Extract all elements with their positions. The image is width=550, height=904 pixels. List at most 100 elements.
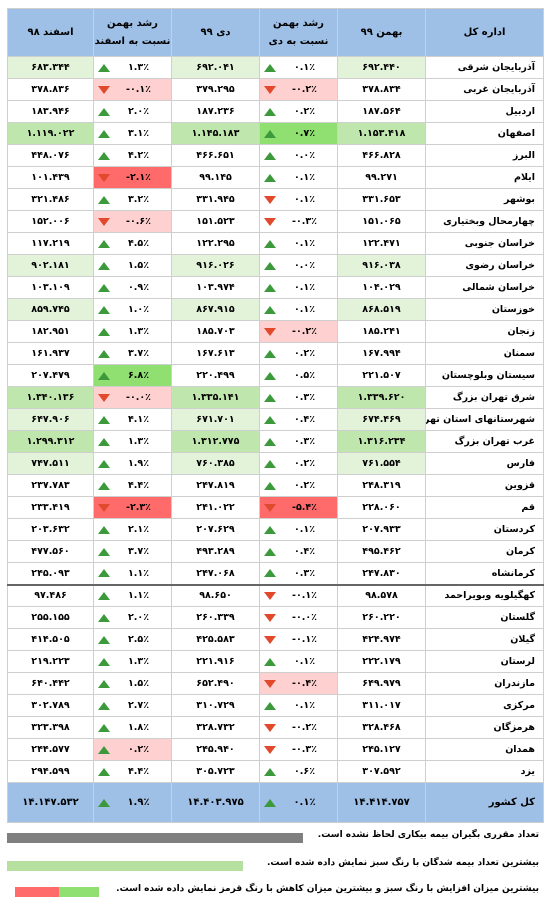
- row-growth-dey: ۰.۲٪: [259, 342, 338, 365]
- down-arrow-icon: [98, 393, 110, 402]
- up-arrow-icon: [98, 591, 110, 600]
- row-region-name: گلستان: [425, 606, 544, 629]
- total-growth-esfand-value: ۱.۹٪: [127, 797, 150, 808]
- up-arrow-icon: [264, 437, 276, 446]
- row-growth-esfand: ۳.۱٪: [93, 122, 172, 145]
- row-growth-esfand: -۲.۱٪: [93, 166, 172, 189]
- row-growth-esfand-value: ۲.۵٪: [127, 634, 149, 645]
- row-growth-dey: ۰.۲٪: [259, 100, 338, 123]
- row-dey99: ۶۵۲.۴۹۰: [171, 672, 260, 695]
- row-growth-dey-value: ۰.۴٪: [293, 414, 315, 425]
- row-growth-dey: ۰.۴٪: [259, 408, 338, 431]
- row-growth-esfand-value: ۱.۱٪: [127, 567, 149, 579]
- table-row: لرستان ۲۲۲.۱۷۹ ۰.۱٪ ۲۲۱.۹۱۶ ۱.۳٪ ۲۱۹.۲۲۳: [7, 650, 544, 673]
- row-dey99: ۴۹۳.۲۸۹: [171, 540, 260, 563]
- row-growth-esfand-value: ۱.۳٪: [127, 326, 149, 337]
- row-growth-dey-value: ۰.۰٪: [293, 260, 315, 271]
- up-arrow-icon: [98, 767, 110, 776]
- up-arrow-icon: [264, 459, 276, 468]
- row-growth-esfand: ۴.۵٪: [93, 232, 172, 255]
- up-arrow-icon: [98, 305, 110, 314]
- row-esfand98: ۱۶۱.۹۳۷: [7, 342, 94, 365]
- row-bahman99: ۹۱۶.۰۳۸: [337, 254, 426, 277]
- legend-green-swatch: [7, 861, 243, 871]
- up-arrow-icon: [264, 151, 276, 160]
- row-growth-dey-value: -۰.۳٪: [292, 216, 317, 227]
- row-growth-dey: ۰.۲٪: [259, 452, 338, 475]
- row-region-name: هرمزگان: [425, 716, 544, 739]
- row-region-name: گیلان: [425, 628, 544, 651]
- row-esfand98: ۲۰۷.۴۷۹: [7, 364, 94, 387]
- table-row: خراسان جنوبی ۱۲۲.۴۷۱ ۰.۱٪ ۱۲۲.۲۹۵ ۴.۵٪ ۱۱۷.۲۱…: [7, 232, 544, 255]
- row-growth-dey: -۰.۲٪: [259, 716, 338, 739]
- table-row: گلستان ۲۶۰.۲۲۰ -۰.۰٪ ۲۶۰.۳۳۹ ۲.۰٪ ۲۵۵.۱۵۵: [7, 606, 544, 629]
- header-growth-esfand: رشد بهمن نسبت به اسفند: [93, 8, 172, 57]
- row-growth-dey-value: -۵.۴٪: [292, 502, 317, 513]
- row-bahman99: ۶۹۲.۴۴۰: [337, 56, 426, 79]
- up-arrow-icon: [98, 723, 110, 732]
- up-arrow-icon: [264, 305, 276, 314]
- row-growth-esfand: ۱.۵٪: [93, 254, 172, 277]
- row-dey99: ۳۳۱.۹۴۵: [171, 188, 260, 211]
- total-dey99: ۱۴.۴۰۳.۹۷۵: [171, 782, 260, 823]
- row-growth-dey: -۰.۲٪: [259, 320, 338, 343]
- row-dey99: ۸۶۷.۹۱۵: [171, 298, 260, 321]
- up-arrow-icon: [98, 239, 110, 248]
- up-arrow-icon: [264, 371, 276, 380]
- row-growth-dey: ۰.۱٪: [259, 232, 338, 255]
- up-arrow-icon: [98, 798, 110, 807]
- legend-red-green-text: بیشترین میزان افزایش با رنگ سبز و بیشتری…: [116, 884, 539, 894]
- row-growth-esfand-value: ۴.۵٪: [127, 238, 149, 249]
- row-growth-dey-value: ۰.۴٪: [293, 546, 315, 557]
- up-arrow-icon: [264, 767, 276, 776]
- row-esfand98: ۳۲۳.۳۹۸: [7, 716, 94, 739]
- down-arrow-icon: [264, 745, 276, 754]
- row-growth-dey: ۰.۲٪: [259, 474, 338, 497]
- table-row: البرز ۴۶۶.۸۲۸ ۰.۰٪ ۴۶۶.۶۵۱ ۴.۲٪ ۴۴۸.۰۷۶: [7, 144, 544, 167]
- row-growth-dey-value: ۰.۱٪: [293, 282, 315, 293]
- row-growth-dey-value: ۰.۱٪: [293, 62, 315, 73]
- row-esfand98: ۲۹۴.۵۹۹: [7, 760, 94, 783]
- row-region-name: زنجان: [425, 320, 544, 343]
- row-dey99: ۱۶۷.۶۱۳: [171, 342, 260, 365]
- row-dey99: ۲۴۷.۸۱۹: [171, 474, 260, 497]
- row-dey99: ۴۶۶.۶۵۱: [171, 144, 260, 167]
- up-arrow-icon: [98, 547, 110, 556]
- row-growth-esfand: ۱.۱٪: [93, 562, 172, 585]
- row-dey99: ۱.۱۴۵.۱۸۳: [171, 122, 260, 145]
- up-arrow-icon: [98, 151, 110, 160]
- row-dey99: ۳۱۰.۷۲۹: [171, 694, 260, 717]
- table-row: شرق تهران بزرگ ۱.۳۳۹.۶۲۰ ۰.۳٪ ۱.۳۳۵.۱۴۱ -۰.۰…: [7, 386, 544, 409]
- row-growth-dey-value: ۰.۱٪: [293, 194, 315, 205]
- row-bahman99: ۱۰۴.۰۲۹: [337, 276, 426, 299]
- row-esfand98: ۹۰۲.۱۸۱: [7, 254, 94, 277]
- row-dey99: ۹۹.۱۴۵: [171, 166, 260, 189]
- row-growth-dey: ۰.۱٪: [259, 298, 338, 321]
- row-growth-esfand: ۴.۲٪: [93, 144, 172, 167]
- row-esfand98: ۲۵۵.۱۵۵: [7, 606, 94, 629]
- row-dey99: ۹۱۶.۰۲۶: [171, 254, 260, 277]
- table-row: خوزستان ۸۶۸.۵۱۹ ۰.۱٪ ۸۶۷.۹۱۵ ۱.۰٪ ۸۵۹.۷۴۵: [7, 298, 544, 321]
- up-arrow-icon: [98, 745, 110, 754]
- row-dey99: ۲۶۰.۳۳۹: [171, 606, 260, 629]
- row-bahman99: ۳۷۸.۸۳۴: [337, 78, 426, 101]
- row-esfand98: ۱۵۲.۰۰۶: [7, 210, 94, 233]
- down-arrow-icon: [264, 723, 276, 732]
- down-arrow-icon: [264, 635, 276, 644]
- row-growth-dey: -۰.۲٪: [259, 78, 338, 101]
- row-growth-dey: ۰.۱٪: [259, 166, 338, 189]
- row-esfand98: ۱۸۲.۹۵۱: [7, 320, 94, 343]
- row-growth-dey-value: ۰.۱٪: [293, 172, 315, 183]
- up-arrow-icon: [264, 481, 276, 490]
- row-bahman99: ۲۲۸.۰۶۰: [337, 496, 426, 519]
- total-esfand98: ۱۴.۱۴۷.۵۳۲: [7, 782, 94, 823]
- row-bahman99: ۶۴۹.۹۷۹: [337, 672, 426, 695]
- up-arrow-icon: [98, 569, 110, 578]
- row-dey99: ۶۹۲.۰۴۱: [171, 56, 260, 79]
- row-esfand98: ۳۰۲.۷۸۹: [7, 694, 94, 717]
- up-arrow-icon: [264, 283, 276, 292]
- row-esfand98: ۲۳۷.۷۸۳: [7, 474, 94, 497]
- row-region-name: کرمان: [425, 540, 544, 563]
- row-esfand98: ۷۴۷.۵۱۱: [7, 452, 94, 475]
- row-dey99: ۲۰۷.۶۲۹: [171, 518, 260, 541]
